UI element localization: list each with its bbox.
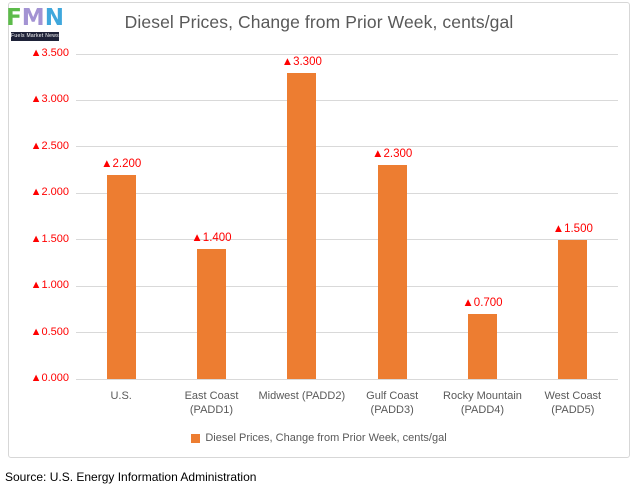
- data-label-east-coast-padd1: ▲1.400: [191, 232, 232, 244]
- gridline: [76, 100, 618, 101]
- data-label-west-coast-padd5: ▲1.500: [552, 222, 593, 235]
- bar-gulf-coast-padd3: [377, 165, 407, 379]
- y-axis-tick-label: ▲2.500: [30, 140, 69, 152]
- bar-west-coast-padd5: [558, 239, 588, 379]
- x-axis-category-label: U.S.: [110, 390, 132, 402]
- data-label-midwest-padd2: ▲3.300: [281, 55, 322, 68]
- x-axis-category-label: Gulf Coast (PADD3): [366, 390, 419, 416]
- fmn-logo-letters: F M N: [6, 5, 64, 32]
- y-axis-tick-label: ▲2.000: [30, 186, 69, 198]
- logo-letter-f: F: [6, 5, 22, 31]
- gridline: [76, 379, 618, 380]
- x-axis-category-label: Midwest (PADD2): [258, 390, 346, 402]
- y-axis-tick-label: ▲0.500: [30, 326, 69, 338]
- bar-midwest-padd2: [287, 72, 317, 379]
- data-label-gulf-coast-padd3: ▲2.300: [372, 148, 413, 161]
- x-axis-category-label: Rocky Mountain (PADD4): [443, 390, 522, 416]
- fmn-logo: F M N Fuels Market News: [6, 5, 64, 42]
- y-axis-tick-label: ▲1.000: [30, 279, 69, 291]
- y-axis-tick-label: ▲3.000: [30, 93, 69, 105]
- legend-label: Diesel Prices, Change from Prior Week, c…: [205, 432, 447, 444]
- gridline: [76, 286, 618, 287]
- x-axis-category-label: East Coast (PADD1): [184, 390, 239, 416]
- y-axis-tick-label: ▲1.500: [30, 233, 69, 245]
- logo-letter-m: M: [21, 5, 45, 31]
- gridline: [76, 54, 618, 55]
- y-axis-tick-label: ▲3.500: [30, 47, 69, 59]
- chart-frame: F M N Fuels Market News Diesel Prices, C…: [6, 2, 630, 458]
- y-axis-tick-label: ▲0.000: [30, 372, 69, 384]
- plot-area: ▲0.000 ▲0.500 ▲1.000 ▲1.500 ▲2.000 ▲2.500 ▲3.0…: [31, 47, 618, 384]
- gridline: [76, 193, 618, 194]
- logo-letter-n: N: [44, 5, 64, 31]
- gridline: [76, 146, 618, 147]
- source-text: Source: U.S. Energy Information Administ…: [5, 470, 257, 484]
- fmn-logo-strip-text: Fuels Market News: [11, 32, 59, 41]
- gridline: [76, 332, 618, 333]
- data-label-u-s: ▲2.200: [101, 157, 142, 170]
- bar-east-coast-padd1: [197, 249, 226, 379]
- gridline: [76, 239, 618, 240]
- data-label-rocky-mountain-padd4: ▲0.700: [462, 297, 503, 309]
- x-axis-category-label: West Coast (PADD5): [544, 390, 602, 416]
- x-axis-labels: U.S. East Coast (PADD1) Midwest (PADD2) Gulf…: [76, 389, 618, 417]
- bar-u-s: [106, 174, 136, 379]
- legend-swatch: [191, 433, 201, 443]
- legend: Diesel Prices, Change from Prior Week, c…: [9, 432, 629, 444]
- bar-rocky-mountain-padd4: [468, 314, 497, 379]
- chart-title: Diesel Prices, Change from Prior Week, c…: [124, 12, 514, 32]
